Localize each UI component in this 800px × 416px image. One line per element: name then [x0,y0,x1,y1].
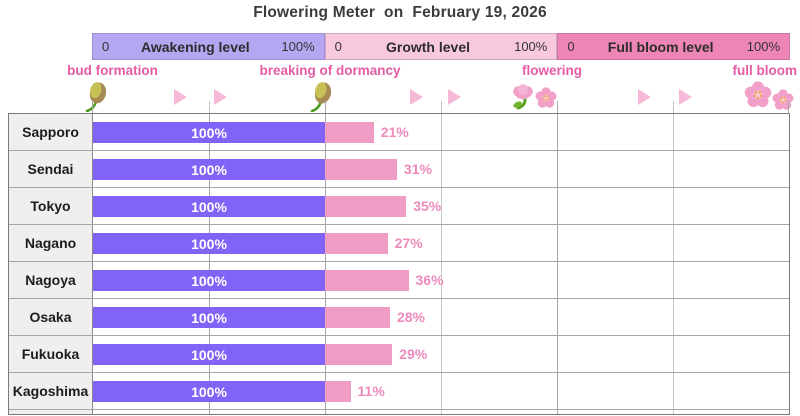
growth-value-label: 29% [399,346,428,362]
city-label: Osaka [9,299,93,335]
arrow-right-icon [174,89,187,105]
page-title: Flowering Meter on February 19, 2026 [253,4,547,21]
table-row: Nagano 100% 27% [9,225,789,262]
city-label: Nagano [9,225,93,261]
axis-tick [788,101,789,113]
tulip-icon [511,84,535,110]
city-label: Sendai [9,151,93,187]
growth-level-segment: 0 Growth level 100% [324,33,558,60]
stage-label-bud-formation: bud formation [67,63,158,78]
arrow-right-icon [638,89,651,105]
table-row: Sendai 100% 31% [9,151,789,188]
cherry-blossom-icon [744,81,772,109]
partial-row-label-cell [9,410,93,414]
full-bloom-min-label: 0 [567,39,575,54]
awakening-value-label: 100% [191,383,227,400]
growth-bar [325,122,374,143]
arrow-right-icon [448,89,461,105]
grid-line [209,114,210,414]
awakening-bar: 100% [93,270,325,291]
awakening-bar: 100% [93,381,325,402]
meter-table: Sapporo 100% 21% Sendai 100% 31% Tokyo 100% 35% N… [8,113,790,415]
full-bloom-max-label: 100% [746,39,780,54]
bud-icon [84,81,110,113]
growth-bar [325,159,397,180]
awakening-level-segment: 0 Awakening level 100% [92,33,325,60]
growth-level-label: Growth level [385,38,471,55]
growth-value-label: 27% [394,235,423,251]
axis-tick [673,101,674,113]
awakening-bar: 100% [93,122,325,143]
table-row: Sapporo 100% 21% [9,114,789,151]
arrow-right-icon [410,89,423,105]
growth-bar [325,270,409,291]
awakening-max-label: 100% [281,39,315,54]
awakening-value-label: 100% [191,309,227,326]
growth-value-label: 31% [403,161,432,177]
grid-line [441,114,442,414]
stage-label-breaking-of-dormancy: breaking of dormancy [259,63,401,78]
awakening-bar: 100% [93,159,325,180]
table-row: Tokyo 100% 35% [9,188,789,225]
city-label: Fukuoka [9,336,93,372]
growth-value-label: 11% [357,383,385,399]
growth-bar [325,381,351,402]
table-row: Fukuoka 100% 29% [9,336,789,373]
growth-max-label: 100% [514,39,548,54]
awakening-bar: 100% [93,344,325,365]
cherry-blossom-icon [772,89,794,111]
growth-min-label: 0 [334,39,342,54]
cherry-blossom-icon [535,87,557,109]
awakening-bar: 100% [93,196,325,217]
growth-value-label: 21% [380,124,409,140]
growth-bar [325,307,390,328]
grid-line [557,114,558,414]
awakening-value-label: 100% [191,124,227,141]
stage-label-full-bloom: full bloom [732,63,798,78]
growth-value-label: 35% [413,198,442,214]
city-label: Kagoshima [9,373,93,409]
awakening-min-label: 0 [102,39,110,54]
awakening-bar: 100% [93,233,325,254]
full-bloom-level-segment: 0 Full bloom level 100% [557,33,791,60]
grid-line [325,114,326,414]
city-label: Nagoya [9,262,93,298]
axis-tick [325,101,326,113]
awakening-level-label: Awakening level [140,38,250,55]
axis-tick [441,101,442,113]
growth-value-label: 36% [415,272,444,288]
city-label: Sapporo [9,114,93,150]
growth-value-label: 28% [396,309,425,325]
awakening-value-label: 100% [191,235,227,252]
stage-label-flowering: flowering [522,63,582,78]
full-bloom-level-label: Full bloom level [607,38,714,55]
awakening-value-label: 100% [191,346,227,363]
meter-level-header: 0 Awakening level 100% 0 Growth level 10… [92,33,791,60]
table-row: Kagoshima 100% 11% [9,373,789,410]
arrow-right-icon [679,89,692,105]
awakening-value-label: 100% [191,198,227,215]
city-label: Tokyo [9,188,93,224]
grid-line [673,114,674,414]
table-row: Nagoya 100% 36% [9,262,789,299]
awakening-value-label: 100% [191,161,227,178]
growth-bar [325,196,407,217]
growth-bar [325,344,393,365]
axis-tick [209,101,210,113]
arrow-right-icon [214,89,227,105]
axis-tick [557,101,558,113]
partial-row [9,410,789,414]
awakening-bar: 100% [93,307,325,328]
table-row: Osaka 100% 28% [9,299,789,336]
growth-bar [325,233,388,254]
awakening-value-label: 100% [191,272,227,289]
axis-tick [92,101,93,113]
meter-table-rows: Sapporo 100% 21% Sendai 100% 31% Tokyo 100% 35% N… [9,114,789,410]
bud-icon [309,81,335,113]
